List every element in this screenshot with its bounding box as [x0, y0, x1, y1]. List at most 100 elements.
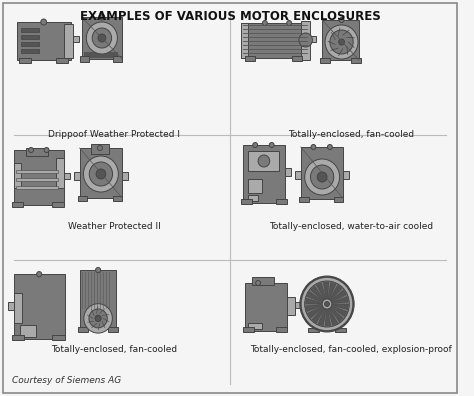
Bar	[14, 274, 64, 339]
Polygon shape	[306, 305, 322, 312]
Text: Totally-enclosed, fan-cooled: Totally-enclosed, fan-cooled	[52, 345, 178, 354]
Bar	[14, 163, 21, 188]
Bar	[82, 17, 122, 59]
Polygon shape	[329, 285, 342, 301]
Bar	[21, 35, 39, 39]
Bar	[14, 150, 64, 205]
Bar	[16, 178, 58, 181]
Bar	[335, 328, 346, 332]
Bar	[344, 171, 349, 179]
Bar	[275, 327, 287, 332]
Bar	[241, 23, 248, 58]
Polygon shape	[331, 297, 348, 304]
Circle shape	[36, 272, 42, 277]
Bar	[84, 56, 118, 57]
Circle shape	[325, 25, 358, 59]
Bar	[21, 28, 39, 32]
Bar	[334, 197, 344, 202]
Bar	[12, 335, 24, 340]
Polygon shape	[308, 306, 323, 318]
Bar	[122, 172, 128, 180]
Bar	[16, 170, 58, 173]
Polygon shape	[312, 308, 325, 323]
Bar	[14, 293, 22, 322]
Circle shape	[255, 280, 261, 286]
Bar	[20, 325, 36, 337]
Circle shape	[338, 39, 345, 45]
Bar	[275, 199, 287, 204]
Text: EXAMPLES OF VARIOUS MOTOR ENCLOSURES: EXAMPLES OF VARIOUS MOTOR ENCLOSURES	[80, 10, 380, 23]
Polygon shape	[318, 308, 326, 326]
Bar	[241, 199, 252, 204]
Circle shape	[287, 21, 292, 25]
Bar	[112, 56, 122, 62]
Bar	[19, 58, 31, 63]
Bar	[301, 21, 310, 60]
Circle shape	[28, 147, 34, 152]
Bar	[12, 202, 23, 207]
Polygon shape	[310, 286, 324, 301]
Bar	[16, 186, 58, 189]
Circle shape	[339, 17, 344, 23]
Circle shape	[317, 172, 327, 182]
Bar	[53, 335, 64, 340]
Circle shape	[299, 33, 312, 47]
Circle shape	[305, 159, 339, 195]
Polygon shape	[307, 291, 323, 302]
Bar	[112, 196, 122, 201]
Bar	[252, 277, 273, 285]
Bar	[301, 147, 344, 199]
Circle shape	[41, 19, 46, 25]
Circle shape	[305, 281, 349, 327]
Circle shape	[98, 34, 106, 42]
Bar	[78, 327, 88, 332]
Circle shape	[322, 299, 332, 309]
Circle shape	[86, 22, 118, 54]
Bar	[26, 148, 47, 156]
Circle shape	[310, 165, 334, 189]
Polygon shape	[328, 308, 337, 325]
Bar	[295, 302, 301, 308]
Circle shape	[300, 276, 354, 332]
Bar	[320, 58, 330, 63]
Bar	[80, 56, 89, 62]
Text: Totally-enclosed, water-to-air cooled: Totally-enclosed, water-to-air cooled	[269, 222, 433, 231]
Bar	[309, 36, 316, 42]
Polygon shape	[316, 283, 326, 300]
Bar	[71, 36, 79, 42]
Circle shape	[96, 169, 106, 179]
Text: Courtesy of Siemens AG: Courtesy of Siemens AG	[12, 376, 121, 385]
Bar	[8, 301, 14, 310]
Bar	[243, 327, 254, 332]
Bar	[78, 196, 87, 201]
Bar	[248, 195, 258, 201]
Polygon shape	[328, 282, 336, 299]
Circle shape	[328, 145, 332, 150]
Bar	[84, 54, 118, 55]
Circle shape	[325, 301, 329, 307]
Bar	[248, 179, 262, 193]
Circle shape	[263, 21, 267, 25]
Bar	[56, 58, 68, 63]
Bar	[295, 171, 301, 179]
Bar	[21, 49, 39, 53]
Bar	[245, 283, 287, 331]
Bar	[64, 173, 70, 179]
Bar	[84, 52, 118, 53]
Bar	[21, 42, 39, 46]
Circle shape	[311, 145, 316, 150]
Bar	[64, 24, 73, 58]
Polygon shape	[325, 309, 331, 326]
Circle shape	[253, 143, 257, 147]
Text: Weather Protected II: Weather Protected II	[68, 222, 161, 231]
Bar	[287, 297, 295, 315]
Bar	[56, 158, 64, 188]
Circle shape	[89, 309, 107, 328]
Polygon shape	[323, 282, 329, 299]
Bar	[80, 270, 117, 329]
Circle shape	[44, 147, 49, 152]
Circle shape	[95, 315, 101, 322]
Circle shape	[330, 30, 353, 54]
Polygon shape	[331, 306, 347, 317]
Circle shape	[89, 162, 112, 186]
